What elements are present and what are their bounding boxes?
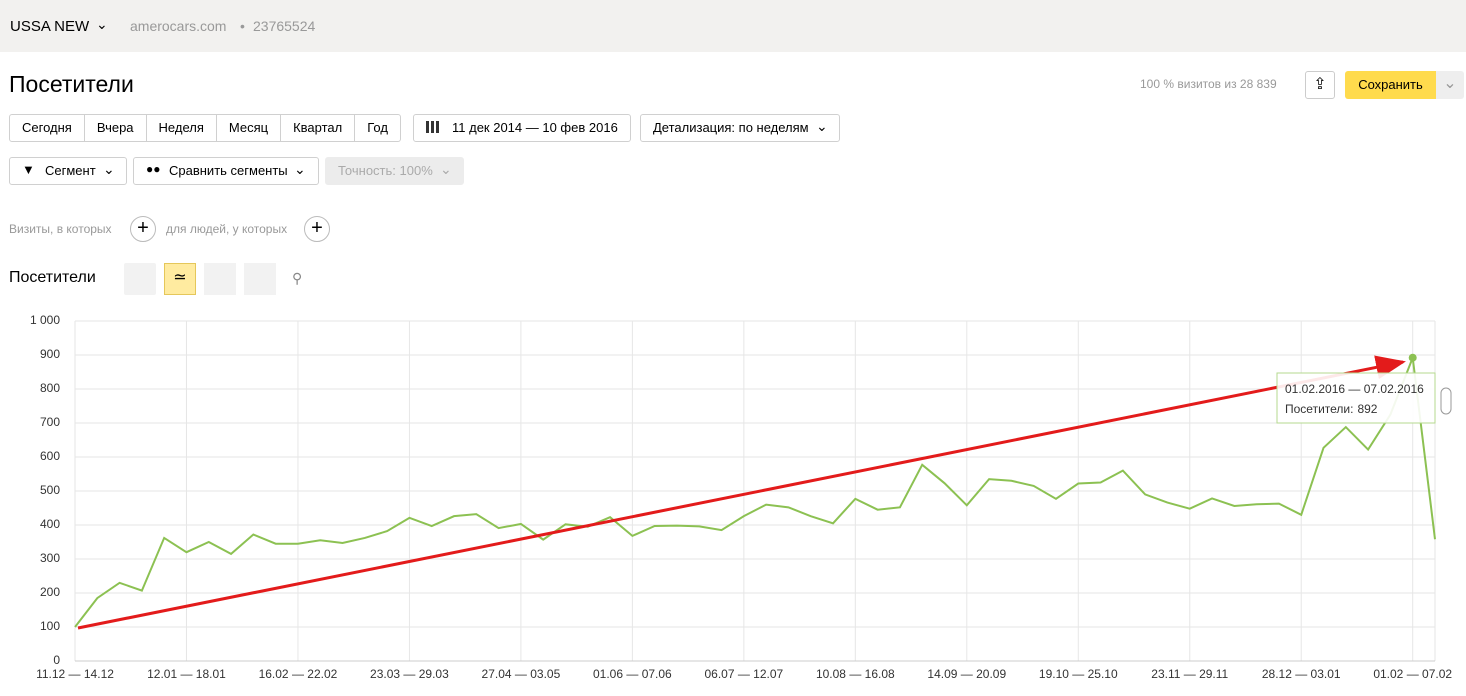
save-menu[interactable]: ⌄ [1436,71,1464,99]
compare-icon: ●● [146,162,161,176]
counter-id: 23765524 [253,18,316,34]
y-tick-label: 500 [40,483,60,497]
x-tick-label: 23.11 — 29.11 [1151,667,1228,681]
period-button[interactable]: Вчера [85,115,147,141]
filter-visits: Визиты, в которых [9,222,112,236]
y-tick-label: 0 [53,653,60,667]
y-tick-label: 900 [40,347,60,361]
add-filter[interactable]: + [304,216,330,242]
date-range[interactable]: 11 дек 2014 — 10 фев 2016 [413,114,631,142]
dropdown-caret[interactable]: ⌄ [96,16,108,32]
period-button[interactable]: Квартал [281,115,356,141]
area-view[interactable] [204,263,236,295]
dropdown-caret: ⌄ [294,161,306,177]
x-tick-label: 16.02 — 22.02 [259,667,338,681]
x-tick-label: 10.08 — 16.08 [816,667,895,681]
detail-select[interactable]: Детализация: по неделям [640,114,840,142]
x-tick-label: 11.12 — 14.12 [36,667,114,681]
period-group: Сегодня Вчера Неделя Месяц Квартал Год [9,114,401,142]
dropdown-caret: ⌄ [440,161,452,177]
y-tick-label: 400 [40,517,60,531]
filter-people: для людей, у которых [166,222,288,236]
period-button[interactable]: Год [367,120,388,135]
chart: 0 100 200 300 400 500 600 700 800 900 1 000 11.12 —… [30,313,1452,681]
x-tick-label: 01.06 — 07.06 [593,667,672,681]
trend-arrow [77,355,1406,630]
tooltip [1276,372,1436,424]
tooltip-date: 01.02.2016 — 07.02.2016 [1285,382,1424,396]
y-tick-label: 300 [40,551,60,565]
chart-title: Посетители [9,269,96,286]
y-tick-label: 100 [40,619,60,633]
scroll-handle [1440,387,1452,415]
project-name[interactable]: USSA NEW [10,18,90,35]
top-bar [0,0,1466,52]
visits-share: 100 % визитов из 28 839 [1140,77,1277,91]
line-view[interactable]: ≃ [164,263,196,295]
save-button[interactable]: Сохранить [1345,71,1436,99]
y-tick-label: 800 [40,381,60,395]
period-button[interactable]: Неделя [147,115,217,141]
compare-button[interactable]: Сравнить сегменты [133,157,319,185]
site-name: amerocars.com [130,18,227,34]
x-tick-label: 23.03 — 29.03 [370,667,449,681]
tooltip-label: Посетители: [1285,402,1353,416]
series-line [74,357,1436,628]
pie-view[interactable] [124,263,156,295]
y-tick-label: 700 [40,415,60,429]
tooltip-value: 892 [1357,402,1377,416]
x-tick-label: 27.04 — 03.05 [482,667,561,681]
x-tick-label: 01.02 — 07.02 [1373,667,1452,681]
hover-point [1408,353,1417,362]
accuracy-select: Точность: 100% [325,157,464,185]
share-button[interactable]: ⇪ [1305,71,1335,99]
y-tick-label: 600 [40,449,60,463]
x-tick-label: 28.12 — 03.01 [1262,667,1341,681]
dropdown-caret: ⌄ [103,161,115,177]
x-tick-label: 14.09 — 20.09 [927,667,1006,681]
filter-icon: ▼ [22,162,35,177]
dropdown-caret: ⌄ [816,118,828,134]
period-button[interactable]: Сегодня [10,115,85,141]
map-view[interactable]: ⚲ [292,270,303,286]
segment-button[interactable]: Сегмент [9,157,127,185]
page-title: Посетители [9,71,134,97]
x-tick-label: 06.07 — 12.07 [704,667,783,681]
y-tick-label: 1 000 [30,313,60,327]
y-tick-label: 200 [40,585,60,599]
calendar-icon [426,121,440,133]
x-tick-label: 19.10 — 25.10 [1039,667,1118,681]
x-tick-label: 12.01 — 18.01 [147,667,226,681]
add-filter[interactable]: + [130,216,156,242]
separator: • [240,18,245,34]
bar-view[interactable] [244,263,276,295]
period-button[interactable]: Месяц [217,115,282,141]
